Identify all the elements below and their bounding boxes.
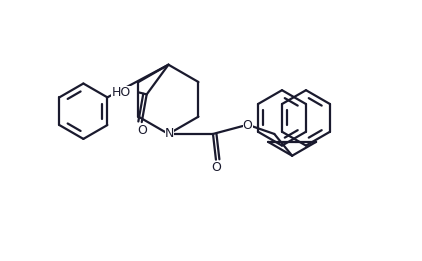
- Text: HO: HO: [111, 86, 130, 99]
- Text: N: N: [165, 127, 174, 140]
- Text: O: O: [211, 161, 221, 174]
- Text: O: O: [137, 123, 147, 137]
- Text: O: O: [243, 118, 252, 132]
